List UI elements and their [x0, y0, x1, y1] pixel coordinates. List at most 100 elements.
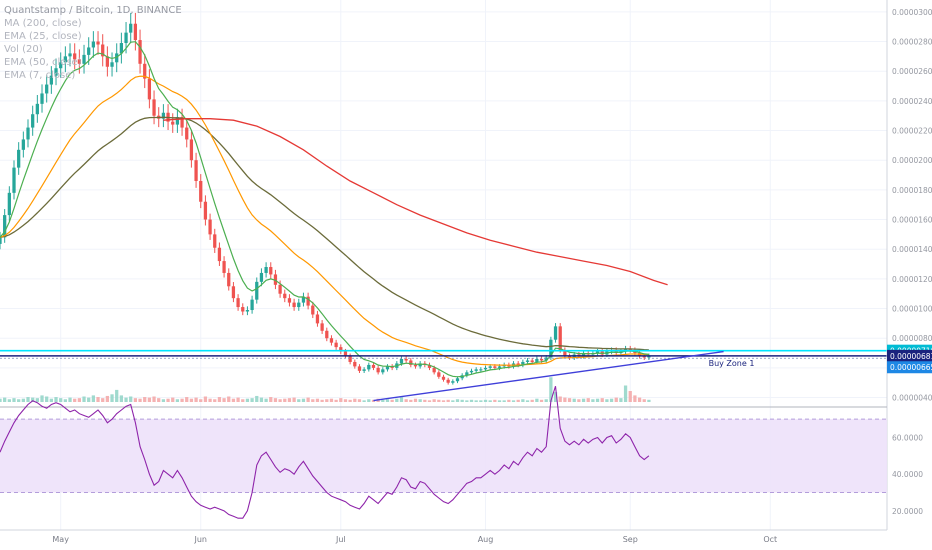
- candle: [73, 53, 77, 60]
- candle: [558, 326, 562, 351]
- legend-item[interactable]: Vol (20): [4, 44, 43, 55]
- candle: [418, 363, 422, 367]
- candle: [133, 23, 138, 41]
- candle: [26, 127, 30, 140]
- legend-item[interactable]: MA (200, close): [4, 18, 82, 29]
- volume-bar: [637, 397, 642, 402]
- volume-bar: [493, 399, 497, 402]
- candle: [264, 267, 268, 273]
- volume-bar: [161, 399, 166, 402]
- legend-item[interactable]: EMA (25, close): [4, 31, 82, 42]
- volume-bar: [427, 400, 432, 402]
- volume-bar: [101, 398, 105, 402]
- volume-bar: [511, 400, 516, 402]
- candle: [357, 366, 362, 371]
- legend-item[interactable]: EMA (50, close): [4, 57, 82, 68]
- candle: [339, 347, 343, 352]
- candle: [3, 215, 7, 238]
- candle: [465, 372, 469, 376]
- candle: [376, 367, 380, 373]
- candle: [101, 44, 105, 57]
- volume-bar: [553, 392, 558, 402]
- candle: [49, 75, 53, 85]
- candle: [292, 302, 296, 308]
- volume-bar: [357, 399, 362, 402]
- rsi-tick-label: 20.0000: [892, 507, 923, 516]
- x-tick-label: Jun: [193, 535, 207, 544]
- volume-bar: [203, 396, 208, 402]
- volume-bar: [115, 389, 119, 402]
- volume-bar: [558, 396, 562, 402]
- candle: [329, 338, 334, 343]
- volume-bar: [7, 399, 11, 402]
- volume-bar: [488, 400, 492, 402]
- volume-bar: [642, 399, 646, 402]
- rsi-band: [0, 419, 887, 493]
- annotation-label: Buy Zone 1: [709, 359, 755, 368]
- candle: [250, 299, 254, 311]
- rsi-tick-label: 60.0000: [892, 434, 923, 443]
- candle: [222, 261, 226, 273]
- volume-bar: [143, 397, 147, 402]
- volume-bar: [152, 396, 156, 402]
- candle: [614, 350, 618, 354]
- candle: [493, 366, 497, 368]
- volume-bar: [474, 400, 478, 402]
- volume-bar: [241, 399, 245, 402]
- volume-bar: [124, 397, 128, 402]
- volume-bar: [633, 395, 637, 402]
- candle: [325, 330, 329, 339]
- candle: [595, 351, 600, 354]
- volume-bar: [516, 399, 520, 402]
- candle: [287, 298, 292, 303]
- volume-bar: [26, 397, 30, 402]
- x-tick-label: Aug: [478, 535, 494, 544]
- volume-bar: [451, 400, 455, 402]
- candle: [40, 93, 44, 104]
- volume-bar: [628, 391, 632, 402]
- candle: [297, 302, 301, 308]
- volume-bar: [497, 400, 502, 402]
- candle: [147, 78, 152, 100]
- candle: [124, 32, 128, 44]
- volume-bar: [278, 399, 282, 402]
- volume-bar: [577, 399, 581, 402]
- volume-bar: [49, 398, 53, 402]
- volume-bar: [418, 399, 422, 402]
- volume-bar: [245, 398, 250, 402]
- candle: [185, 127, 189, 140]
- candle: [129, 23, 133, 33]
- volume-bar: [283, 398, 287, 402]
- volume-bar: [171, 397, 175, 402]
- chart-legend: Quantstamp / Bitcoin, 1D, BINANCE MA (20…: [4, 4, 182, 82]
- legend-item[interactable]: EMA (7, close): [4, 70, 76, 81]
- candle: [353, 361, 357, 367]
- candle: [474, 369, 478, 371]
- candle: [31, 114, 35, 128]
- volume-bar: [563, 397, 567, 402]
- candle: [143, 63, 147, 79]
- volume-bar: [549, 377, 553, 402]
- candle: [315, 314, 320, 324]
- volume-bar: [362, 400, 366, 402]
- volume-bar: [437, 399, 441, 402]
- ema-25-line: [0, 75, 649, 366]
- candle: [343, 351, 348, 357]
- volume-bar: [129, 396, 133, 402]
- candle: [45, 84, 49, 94]
- volume-bar: [446, 399, 450, 402]
- volume-bar: [185, 397, 189, 402]
- candle: [82, 54, 86, 64]
- volume-bar: [404, 399, 408, 402]
- candle: [259, 272, 264, 282]
- volume-bar: [269, 397, 273, 402]
- volume-bar: [605, 399, 609, 402]
- volume-bar: [133, 398, 138, 402]
- volume-bar: [325, 399, 329, 402]
- volume-bar: [227, 396, 231, 402]
